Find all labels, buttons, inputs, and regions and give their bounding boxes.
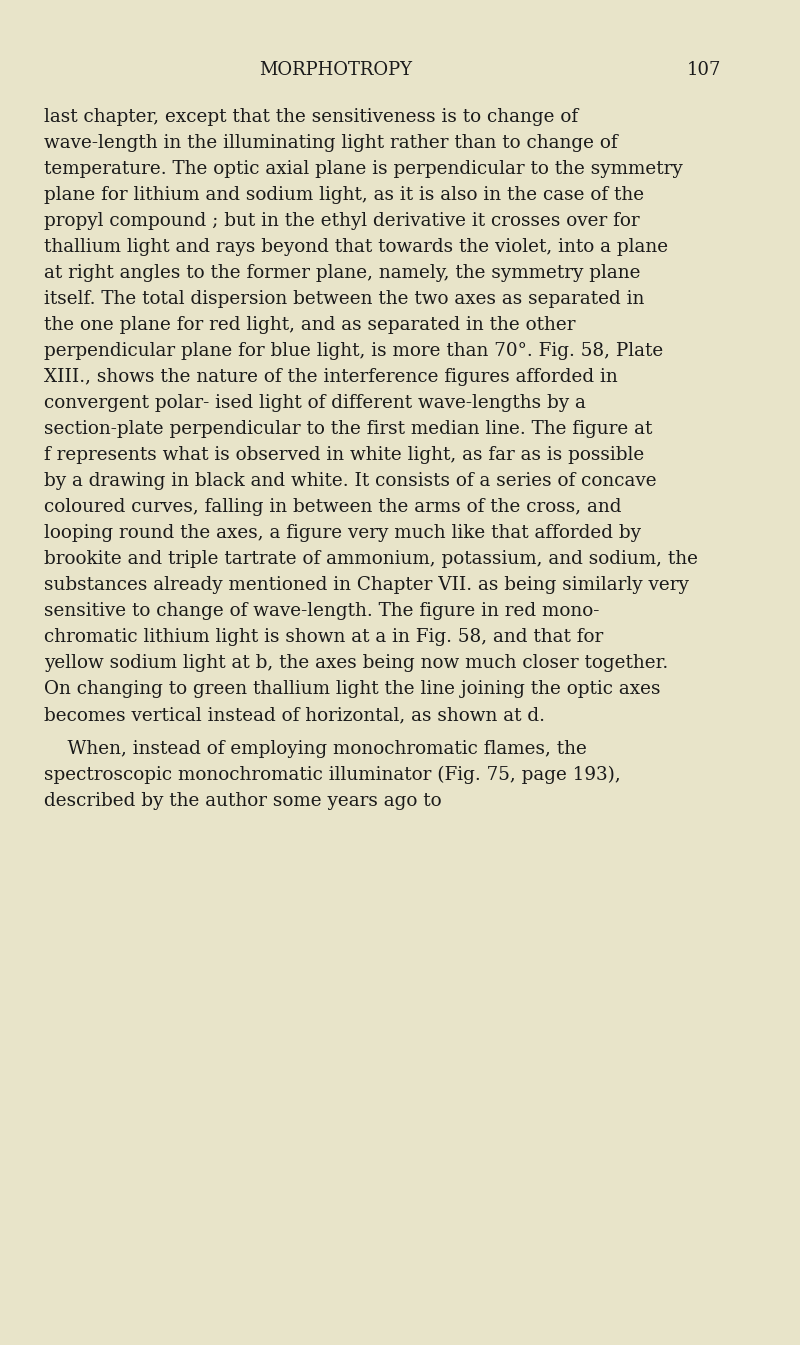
Text: convergent polar- ised light of different wave-lengths by a: convergent polar- ised light of differen… xyxy=(44,394,586,412)
Text: temperature. The optic axial plane is perpendicular to the symmetry: temperature. The optic axial plane is pe… xyxy=(44,160,682,178)
Text: wave-length in the illuminating light rather than to change of: wave-length in the illuminating light ra… xyxy=(44,133,618,152)
Text: the one plane for red light, and as separated in the other: the one plane for red light, and as sepa… xyxy=(44,316,575,334)
Text: brookite and triple tartrate of ammonium, potassium, and sodium, the: brookite and triple tartrate of ammonium… xyxy=(44,550,698,568)
Text: XIII., shows the nature of the interference figures afforded in: XIII., shows the nature of the interfere… xyxy=(44,369,618,386)
Text: coloured curves, falling in between the arms of the cross, and: coloured curves, falling in between the … xyxy=(44,498,622,516)
Text: at right angles to the former plane, namely, the symmetry plane: at right angles to the former plane, nam… xyxy=(44,264,641,282)
Text: f represents what is observed in white light, as far as is possible: f represents what is observed in white l… xyxy=(44,447,644,464)
Text: thallium light and rays beyond that towards the violet, into a plane: thallium light and rays beyond that towa… xyxy=(44,238,668,256)
Text: described by the author some years ago to: described by the author some years ago t… xyxy=(44,792,442,810)
Text: plane for lithium and sodium light, as it is also in the case of the: plane for lithium and sodium light, as i… xyxy=(44,186,644,203)
Text: itself. The total dispersion between the two axes as separated in: itself. The total dispersion between the… xyxy=(44,289,644,308)
Text: On changing to green thallium light the line joining the optic axes: On changing to green thallium light the … xyxy=(44,681,661,698)
Text: becomes vertical instead of horizontal, as shown at d.: becomes vertical instead of horizontal, … xyxy=(44,706,545,725)
Text: substances already mentioned in Chapter VII. as being similarly very: substances already mentioned in Chapter … xyxy=(44,576,689,594)
Text: by a drawing in black and white. It consists of a series of concave: by a drawing in black and white. It cons… xyxy=(44,472,657,490)
Text: chromatic lithium light is shown at a in Fig. 58, and that for: chromatic lithium light is shown at a in… xyxy=(44,628,603,646)
Text: yellow sodium light at b, the axes being now much closer together.: yellow sodium light at b, the axes being… xyxy=(44,654,668,672)
Text: section-plate perpendicular to the first median line. The figure at: section-plate perpendicular to the first… xyxy=(44,420,652,438)
Text: sensitive to change of wave-length. The figure in red mono-: sensitive to change of wave-length. The … xyxy=(44,603,599,620)
Text: 107: 107 xyxy=(687,61,721,78)
Text: last chapter, except that the sensitiveness is to change of: last chapter, except that the sensitiven… xyxy=(44,108,578,125)
Text: When, instead of employing monochromatic flames, the: When, instead of employing monochromatic… xyxy=(44,740,587,759)
Text: perpendicular plane for blue light, is more than 70°. Fig. 58, Plate: perpendicular plane for blue light, is m… xyxy=(44,342,663,360)
Text: propyl compound ; but in the ethyl derivative it crosses over for: propyl compound ; but in the ethyl deriv… xyxy=(44,211,640,230)
Text: spectroscopic monochromatic illuminator (Fig. 75, page 193),: spectroscopic monochromatic illuminator … xyxy=(44,767,621,784)
Text: looping round the axes, a figure very much like that afforded by: looping round the axes, a figure very mu… xyxy=(44,525,641,542)
Text: MORPHOTROPY: MORPHOTROPY xyxy=(259,61,413,78)
